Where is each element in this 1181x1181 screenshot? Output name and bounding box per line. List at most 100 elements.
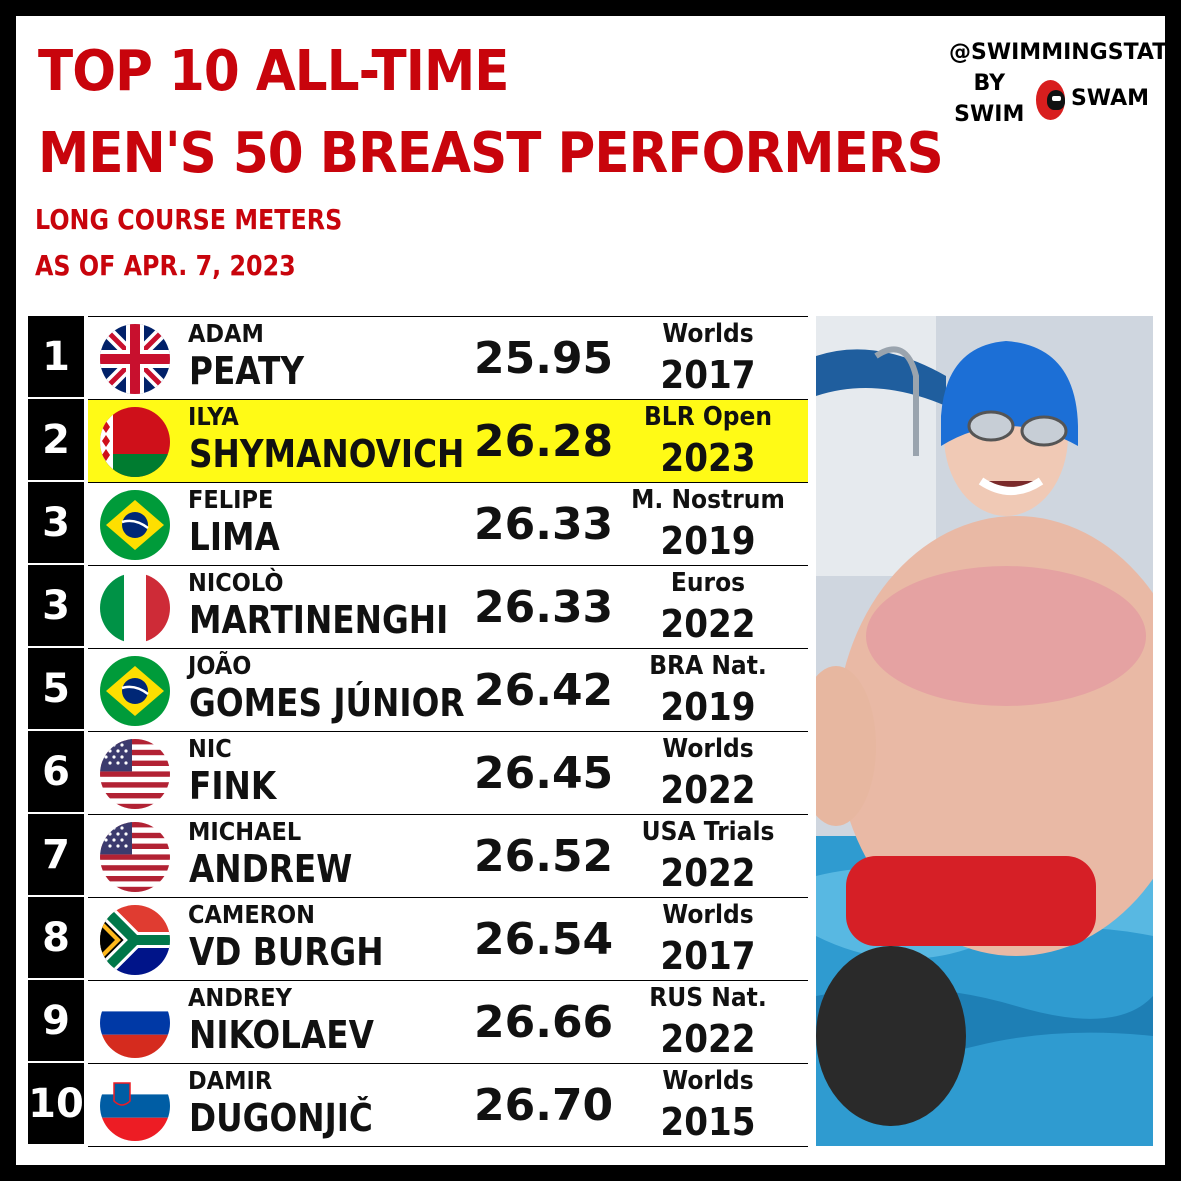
meet-year: 2022 (660, 602, 756, 646)
flag-blr-icon (100, 407, 170, 477)
swim-time: 26.33 (474, 582, 614, 633)
meet-year: 2023 (660, 436, 756, 480)
meet-name: M. Nostrum (631, 485, 785, 515)
table-row: 3 FELIPE LIMA 26.33 M. Nostrum 2019 (28, 482, 808, 566)
brand-by: BY SWIM (954, 70, 1025, 127)
flag-gbr-icon (100, 324, 170, 394)
last-name: SHYMANOVICH (189, 432, 465, 476)
meet-year: 2017 (660, 353, 756, 397)
swim-time: 26.54 (474, 914, 614, 965)
swimmer-cell: NICOLÒ MARTINENGHI 26.33 Euros 2022 (88, 565, 808, 649)
brand-swam: SWAM (1070, 86, 1149, 112)
swimmer-cell: ILYA SHYMANOVICH 26.28 BLR Open 2023 (88, 399, 808, 483)
flag-usa-icon (100, 822, 170, 892)
rank-number: 7 (28, 814, 84, 897)
meet-name: RUS Nat. (649, 983, 767, 1013)
first-name: ILYA (188, 402, 239, 431)
swimmer-cell: DAMIR DUGONJIČ 26.70 Worlds 2015 (88, 1063, 808, 1147)
table-row: 8 CAMERON VD BURGH 26.54 Worlds 2017 (28, 897, 808, 981)
rankings-table: 1 ADAM PEATY 25.95 Worlds 2017 2 ILYA SHYMANOVIC… (28, 316, 808, 1147)
brand-byline: BY SWIM SWAM (949, 69, 1149, 131)
flag-slo-icon (100, 1071, 170, 1141)
meet-name: Worlds (662, 900, 754, 930)
last-name: PEATY (189, 349, 304, 393)
table-row: 5 JOÃO GOMES JÚNIOR 26.42 BRA Nat. 2019 (28, 648, 808, 732)
first-name: NIC (188, 734, 232, 763)
swim-time: 26.52 (474, 831, 614, 882)
table-row: 2 ILYA SHYMANOVICH 26.28 BLR Open 2023 (28, 399, 808, 483)
swimswam-logo-icon (1035, 79, 1065, 120)
last-name: DUGONJIČ (189, 1096, 373, 1140)
swimmer-photo-illustration (816, 316, 1153, 1146)
meet-year: 2017 (660, 934, 756, 978)
swim-time: 25.95 (474, 333, 614, 384)
first-name: FELIPE (188, 485, 274, 514)
meet-name: Worlds (662, 734, 754, 764)
table-row: 9 ANDREY NIKOLAEV 26.66 RUS Nat. 2022 (28, 980, 808, 1064)
first-name: MICHAEL (188, 817, 302, 846)
meet-year: 2022 (660, 768, 756, 812)
meet-year: 2022 (660, 851, 756, 895)
rank-number: 8 (28, 897, 84, 980)
swimmer-cell: NIC FINK 26.45 Worlds 2022 (88, 731, 808, 815)
rank-number: 9 (28, 980, 84, 1063)
meet-name: USA Trials (641, 817, 775, 847)
swim-time: 26.33 (474, 499, 614, 550)
swim-time: 26.28 (474, 416, 614, 467)
first-name: NICOLÒ (188, 568, 284, 597)
meet-name: BRA Nat. (649, 651, 767, 681)
subtitle-date: AS OF APR. 7, 2023 (35, 249, 296, 282)
rank-number: 2 (28, 399, 84, 482)
title-line-2: MEN'S 50 BREAST PERFORMERS (38, 121, 944, 186)
swim-time: 26.42 (474, 665, 614, 716)
meet-name: Euros (670, 568, 746, 598)
meet-name: Worlds (662, 319, 754, 349)
meet-year: 2015 (660, 1100, 756, 1144)
first-name: ADAM (188, 319, 264, 348)
last-name: VD BURGH (189, 930, 384, 974)
swimmer-cell: FELIPE LIMA 26.33 M. Nostrum 2019 (88, 482, 808, 566)
flag-ita-icon (100, 573, 170, 643)
rank-number: 1 (28, 316, 84, 399)
last-name: GOMES JÚNIOR (189, 681, 465, 725)
flag-usa-icon (100, 739, 170, 809)
meet-name: Worlds (662, 1066, 754, 1096)
table-row: 1 ADAM PEATY 25.95 Worlds 2017 (28, 316, 808, 400)
last-name: ANDREW (189, 847, 353, 891)
swimmer-cell: ANDREY NIKOLAEV 26.66 RUS Nat. 2022 (88, 980, 808, 1064)
swim-time: 26.70 (474, 1080, 614, 1131)
first-name: CAMERON (188, 900, 315, 929)
first-name: JOÃO (188, 651, 252, 680)
subtitle-course: LONG COURSE METERS (35, 203, 343, 236)
brand-handle: @SWIMMINGSTATS (949, 40, 1181, 65)
swim-time: 26.66 (474, 997, 614, 1048)
rank-number: 6 (28, 731, 84, 814)
last-name: FINK (189, 764, 277, 808)
swimmer-cell: ADAM PEATY 25.95 Worlds 2017 (88, 316, 808, 400)
last-name: NIKOLAEV (189, 1013, 374, 1057)
first-name: ANDREY (188, 983, 292, 1012)
swimmer-photo (816, 316, 1153, 1146)
last-name: LIMA (189, 515, 280, 559)
flag-rsa-icon (100, 905, 170, 975)
swim-time: 26.45 (474, 748, 614, 799)
flag-bra-icon (100, 656, 170, 726)
rank-number: 3 (28, 482, 84, 565)
table-row: 6 NIC FINK 26.45 Worlds 2022 (28, 731, 808, 815)
brand-block: @SWIMMINGSTATS BY SWIM SWAM (949, 38, 1181, 131)
flag-bra-icon (100, 490, 170, 560)
title-line-1: TOP 10 ALL-TIME (38, 39, 510, 104)
rank-number: 10 (28, 1063, 84, 1146)
last-name: MARTINENGHI (189, 598, 449, 642)
meet-name: BLR Open (643, 402, 773, 432)
first-name: DAMIR (188, 1066, 273, 1095)
table-row: 3 NICOLÒ MARTINENGHI 26.33 Euros 2022 (28, 565, 808, 649)
flag-rus-icon (100, 988, 170, 1058)
meet-year: 2022 (660, 1017, 756, 1061)
table-row: 10 DAMIR DUGONJIČ 26.70 Worlds 2015 (28, 1063, 808, 1147)
swimmer-cell: JOÃO GOMES JÚNIOR 26.42 BRA Nat. 2019 (88, 648, 808, 732)
swimmer-cell: MICHAEL ANDREW 26.52 USA Trials 2022 (88, 814, 808, 898)
table-row: 7 MICHAEL ANDREW 26.52 USA Trials 2022 (28, 814, 808, 898)
swimmer-cell: CAMERON VD BURGH 26.54 Worlds 2017 (88, 897, 808, 981)
rank-number: 5 (28, 648, 84, 731)
